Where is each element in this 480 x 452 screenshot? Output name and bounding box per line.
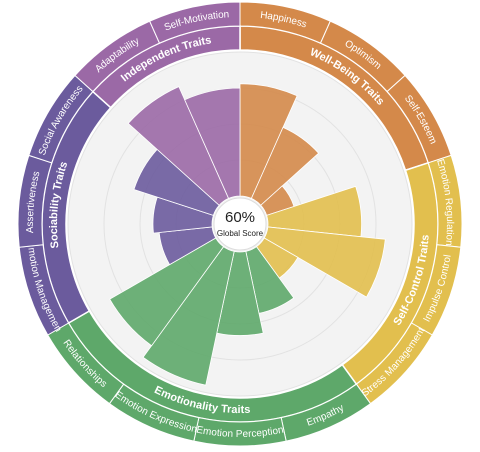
bar <box>109 237 225 347</box>
bar <box>239 83 298 199</box>
global-score: 60% <box>225 209 255 226</box>
facet-band <box>149 1 241 44</box>
center-circle <box>213 197 267 251</box>
bar <box>263 226 386 298</box>
global-score-caption: Global Score <box>217 229 264 238</box>
bar <box>250 126 320 206</box>
bar <box>142 246 235 386</box>
grid-ring <box>67 51 413 397</box>
bar <box>184 87 241 199</box>
bar <box>127 86 230 206</box>
